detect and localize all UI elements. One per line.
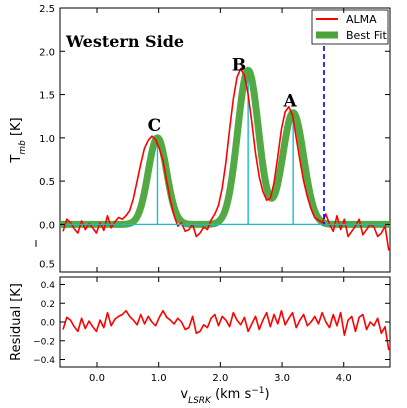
x-tick-label-0: 0.0 bbox=[89, 373, 105, 384]
y-tick-label-0: 0.0 bbox=[39, 220, 55, 231]
res-y-tick-label-4: 0.4 bbox=[41, 281, 56, 291]
spectrum-plot-frame bbox=[59, 7, 391, 273]
res-y-tick-label-2: 0.0 bbox=[41, 319, 56, 329]
legend: ALMA Best Fit bbox=[311, 9, 389, 45]
y-tick-label-3: 1.5 bbox=[39, 91, 55, 102]
x-tick-label-3: 3.0 bbox=[274, 373, 290, 384]
x-tick-label-4: 4.0 bbox=[336, 373, 352, 384]
alma-path bbox=[62, 67, 390, 251]
y-tick-label-1: 0.5 bbox=[39, 177, 55, 188]
legend-alma-label: ALMA bbox=[346, 13, 377, 26]
peak-label-A: A bbox=[282, 92, 297, 112]
res-y-tick-label-3: 0.2 bbox=[41, 300, 55, 310]
peak-labels: C B A bbox=[148, 55, 298, 136]
residual-path bbox=[62, 309, 390, 351]
residual-y-ticks: −0.4 −0.2 0.0 0.2 0.4 bbox=[33, 281, 390, 366]
y-tick-label-5: 2.5 bbox=[39, 4, 55, 15]
x-tick-label-2: 2.0 bbox=[212, 373, 228, 384]
spectrum-panel: 0.0 0.5 1.0 1.5 2.0 2.5 0.5 C B A Western Side A… bbox=[9, 4, 393, 273]
y-tick-label-2: 1.0 bbox=[39, 134, 55, 145]
western-side-annotation: Western Side bbox=[65, 32, 184, 51]
residual-panel: −0.4 −0.2 0.0 0.2 0.4 0.0 1.0 2.0 3.0 4.0 Residu… bbox=[9, 8, 391, 406]
y-tick-label-4: 2.0 bbox=[39, 47, 55, 58]
x-ticks: 0.0 1.0 2.0 3.0 4.0 bbox=[89, 8, 352, 384]
residual-y-axis-label: Residual [K] bbox=[9, 283, 24, 361]
peak-label-C: C bbox=[148, 116, 162, 136]
legend-fit-label: Best Fit bbox=[346, 29, 387, 42]
res-y-tick-label-1: −0.2 bbox=[33, 337, 55, 347]
spectrum-y-axis-label: Tmb [K] bbox=[9, 117, 28, 163]
spectrum-y-ticks: 0.0 0.5 1.0 1.5 2.0 2.5 0.5 bbox=[35, 4, 390, 270]
res-y-tick-label-0: −0.4 bbox=[33, 356, 55, 366]
x-axis-label: vLSRK (km s−1) bbox=[180, 386, 269, 406]
residual-line bbox=[62, 309, 390, 351]
x-tick-label-1: 1.0 bbox=[151, 373, 167, 384]
alma-spectrum-line bbox=[62, 67, 390, 251]
peak-label-B: B bbox=[232, 55, 246, 75]
y-tick-label-neg: 0.5 bbox=[39, 259, 55, 270]
